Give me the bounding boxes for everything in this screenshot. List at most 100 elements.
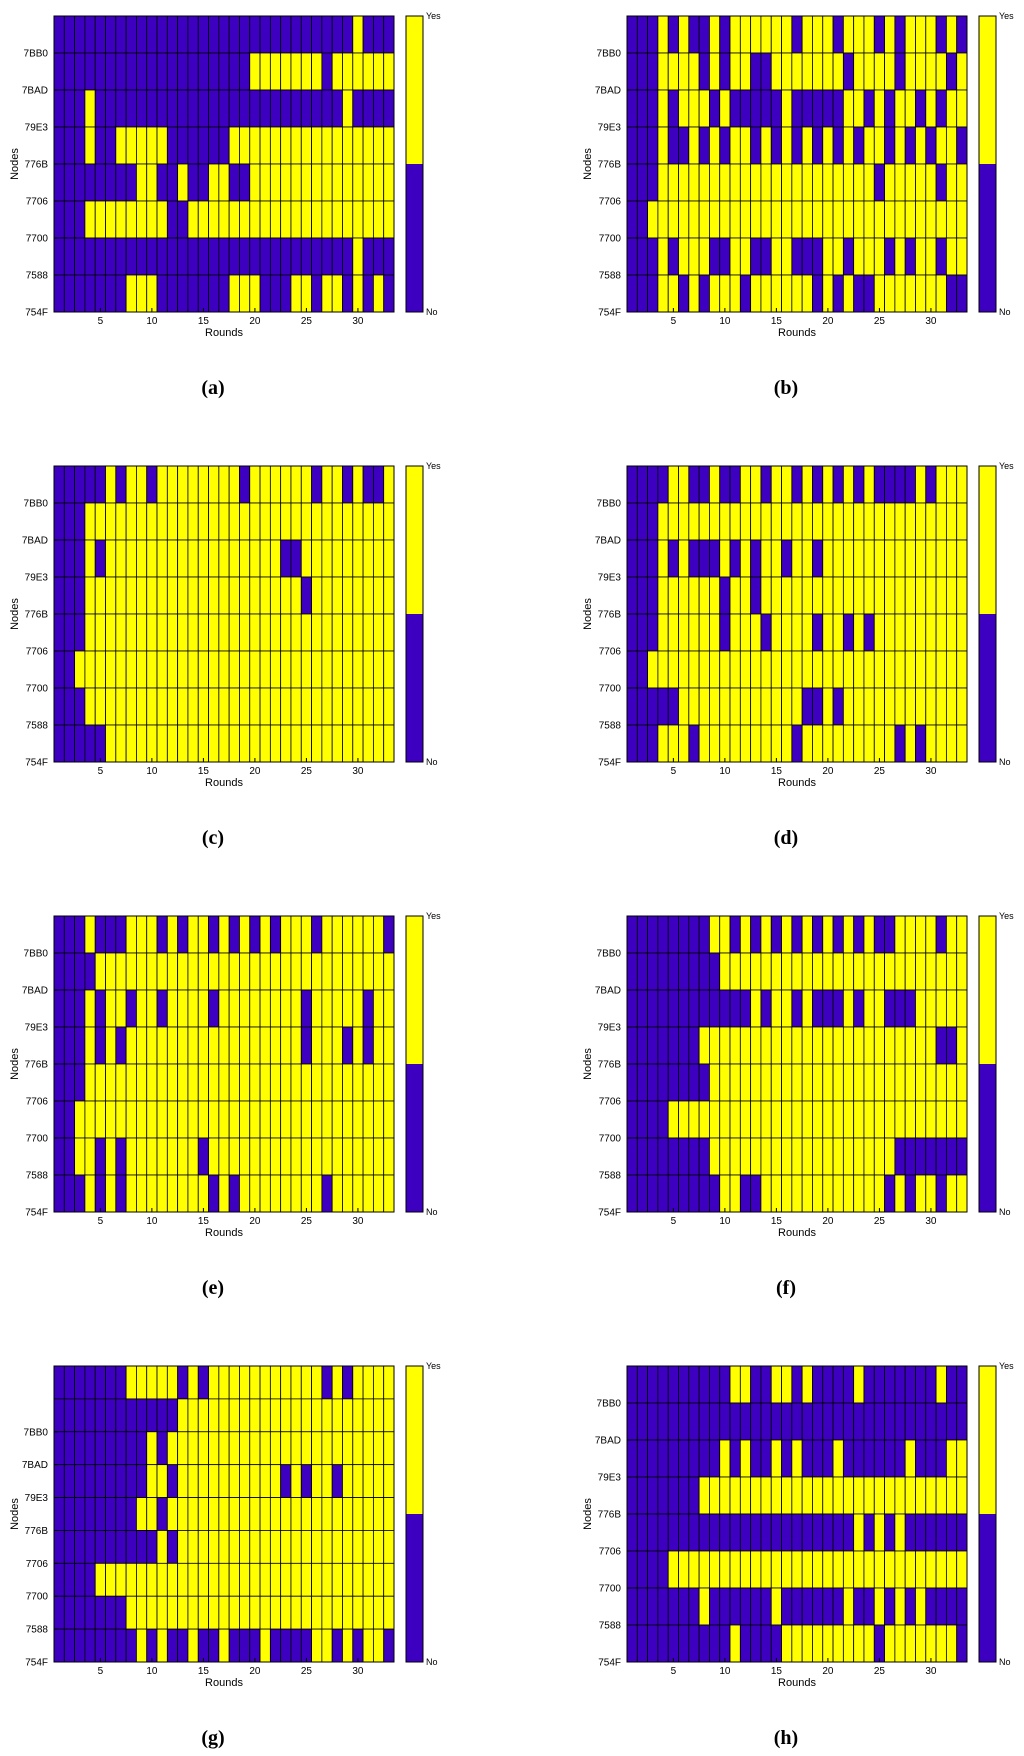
heatmap-cell xyxy=(945,1476,958,1515)
heatmap-cell xyxy=(197,89,209,128)
y-tick-label: 7706 xyxy=(26,1559,49,1570)
heatmap-cell xyxy=(781,200,793,239)
heatmap-cell xyxy=(678,724,690,763)
heatmap-cell xyxy=(94,126,106,165)
heatmap-cell xyxy=(187,1464,199,1498)
heatmap-cell xyxy=(719,989,731,1028)
heatmap-cell xyxy=(822,274,834,313)
heatmap-cell xyxy=(791,576,803,615)
heatmap-cell xyxy=(94,502,106,541)
heatmap-cell xyxy=(136,1063,148,1102)
heatmap-cell xyxy=(136,1100,148,1139)
heatmap-cell xyxy=(678,1550,690,1589)
heatmap-cell xyxy=(352,952,364,991)
heatmap-cell xyxy=(781,576,793,615)
heatmap-cell xyxy=(105,1063,117,1102)
heatmap-cell xyxy=(945,1026,958,1065)
heatmap-cell xyxy=(688,1587,700,1626)
heatmap-cell xyxy=(269,1497,282,1531)
heatmap-cell xyxy=(115,1562,127,1597)
heatmap-cell xyxy=(94,687,106,726)
heatmap-cell xyxy=(636,237,648,276)
heatmap-cell xyxy=(94,1398,106,1433)
heatmap-cell xyxy=(812,724,824,763)
heatmap-cell xyxy=(842,126,855,165)
heatmap-cell xyxy=(321,52,333,91)
heatmap-cell xyxy=(915,539,927,578)
heatmap-cell xyxy=(832,52,844,91)
heatmap-cell xyxy=(884,126,896,165)
heatmap-cell xyxy=(280,1497,292,1531)
heatmap-cell xyxy=(342,1595,354,1630)
x-tick-label: 10 xyxy=(146,316,158,327)
heatmap-cell xyxy=(74,1026,86,1065)
heatmap-cell xyxy=(372,237,385,276)
heatmap-cell xyxy=(801,989,813,1028)
heatmap-cell xyxy=(239,687,251,726)
heatmap-cell xyxy=(63,89,76,128)
heatmap-cell xyxy=(647,200,659,239)
heatmap-cell xyxy=(136,52,148,91)
heatmap-cell xyxy=(636,126,648,165)
heatmap-cell xyxy=(166,237,179,276)
x-tick-label: 20 xyxy=(249,766,261,777)
heatmap-cell xyxy=(146,1398,158,1433)
heatmap-cell xyxy=(300,650,312,689)
heatmap-cell xyxy=(956,163,968,202)
heatmap-cell xyxy=(94,163,106,202)
heatmap-cell xyxy=(863,687,875,726)
y-tick-label: 776B xyxy=(598,610,622,621)
heatmap-cell xyxy=(74,1431,86,1466)
heatmap-cell xyxy=(146,989,158,1028)
heatmap-cell xyxy=(269,576,282,615)
heatmap-cell xyxy=(925,126,937,165)
heatmap-cell xyxy=(239,1628,251,1663)
heatmap-cell xyxy=(321,989,333,1028)
heatmap-cell xyxy=(53,1137,65,1176)
heatmap-cell xyxy=(177,237,189,276)
heatmap-cell xyxy=(105,539,117,578)
heatmap-cell xyxy=(822,989,834,1028)
heatmap-cell xyxy=(342,989,354,1028)
x-tick-label: 5 xyxy=(98,316,104,327)
heatmap-cell xyxy=(781,613,793,652)
heatmap-cell xyxy=(311,724,323,763)
heatmap-cell xyxy=(719,576,731,615)
heatmap-cell xyxy=(667,576,679,615)
heatmap-cell xyxy=(770,1365,782,1404)
heatmap-cell xyxy=(115,650,127,689)
heatmap-cell xyxy=(770,1100,782,1139)
heatmap-cell xyxy=(136,613,148,652)
heatmap-cell xyxy=(125,1137,137,1176)
heatmap-cell xyxy=(657,502,669,541)
heatmap-cell xyxy=(372,1365,385,1400)
y-axis-label: Nodes xyxy=(9,1498,21,1530)
heatmap-cell xyxy=(750,163,762,202)
heatmap-cell xyxy=(626,52,638,91)
heatmap-cell xyxy=(956,52,968,91)
heatmap-cell xyxy=(698,502,710,541)
y-tick-label: 7BB0 xyxy=(597,949,622,960)
heatmap-cell xyxy=(760,650,772,689)
heatmap-cell xyxy=(678,576,690,615)
heatmap-cell xyxy=(239,89,251,128)
heatmap-cell xyxy=(63,539,76,578)
heatmap-cell xyxy=(791,1550,803,1589)
heatmap-cell xyxy=(342,1100,354,1139)
heatmap-cell xyxy=(956,274,968,313)
heatmap-cell xyxy=(362,1464,374,1498)
heatmap-cell xyxy=(321,650,333,689)
heatmap-cell xyxy=(84,724,96,763)
heatmap-cell xyxy=(709,126,721,165)
heatmap-cell xyxy=(136,163,148,202)
heatmap-cell xyxy=(884,1063,896,1102)
heatmap-cell xyxy=(873,539,885,578)
heatmap-cell xyxy=(750,687,762,726)
heatmap-cell xyxy=(935,1550,947,1589)
heatmap-cell xyxy=(94,1137,106,1176)
heatmap-cell xyxy=(228,576,240,615)
heatmap-cell xyxy=(873,1063,885,1102)
heatmap-cell xyxy=(760,89,772,128)
